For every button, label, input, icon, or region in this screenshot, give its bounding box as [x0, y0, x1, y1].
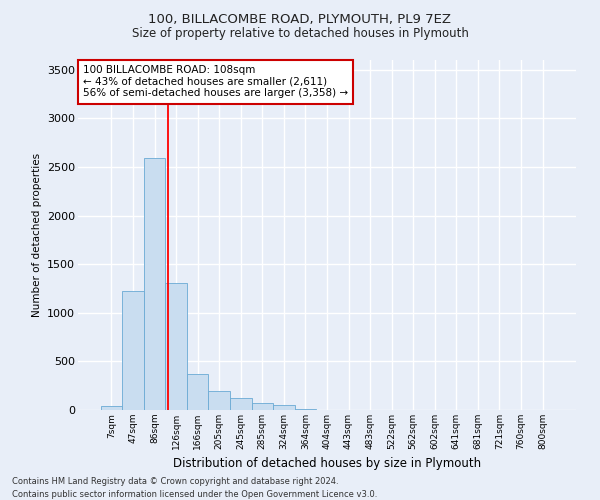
Text: Contains public sector information licensed under the Open Government Licence v3: Contains public sector information licen… [12, 490, 377, 499]
Bar [251, 402, 273, 410]
Bar [208, 391, 230, 410]
Bar [144, 158, 166, 410]
X-axis label: Distribution of detached houses by size in Plymouth: Distribution of detached houses by size … [173, 458, 481, 470]
Bar [273, 405, 295, 410]
Bar [122, 292, 144, 410]
Text: Size of property relative to detached houses in Plymouth: Size of property relative to detached ho… [131, 28, 469, 40]
Y-axis label: Number of detached properties: Number of detached properties [32, 153, 41, 317]
Bar [187, 374, 208, 410]
Text: 100 BILLACOMBE ROAD: 108sqm
← 43% of detached houses are smaller (2,611)
56% of : 100 BILLACOMBE ROAD: 108sqm ← 43% of det… [83, 66, 348, 98]
Bar [230, 398, 251, 410]
Bar [166, 282, 187, 410]
Bar [295, 409, 316, 410]
Text: 100, BILLACOMBE ROAD, PLYMOUTH, PL9 7EZ: 100, BILLACOMBE ROAD, PLYMOUTH, PL9 7EZ [149, 12, 452, 26]
Text: Contains HM Land Registry data © Crown copyright and database right 2024.: Contains HM Land Registry data © Crown c… [12, 478, 338, 486]
Bar [101, 406, 122, 410]
